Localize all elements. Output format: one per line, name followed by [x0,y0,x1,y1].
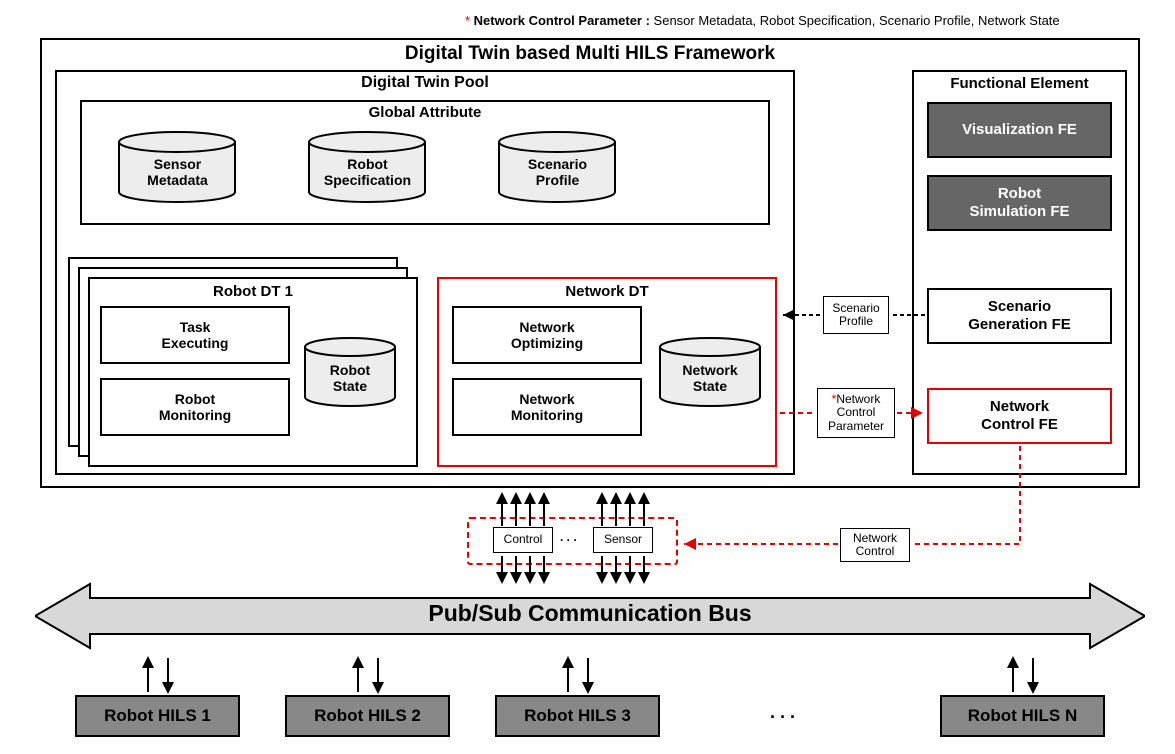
top-note-bold: Network Control Parameter : [474,13,654,28]
fe-title: Functional Element [914,75,1125,92]
netdt-monitoring: Network Monitoring [452,378,642,436]
fe-visualization: Visualization FE [927,102,1112,158]
framework-title: Digital Twin based Multi HILS Framework [42,43,1138,65]
global-title: Global Attribute [82,104,768,121]
fe-scenario-gen: Scenario Generation FE [927,288,1112,344]
pool-title: Digital Twin Pool [57,74,793,92]
robotdt-task: Task Executing [100,306,290,364]
cs-arrows [490,488,660,588]
star-icon: * [465,13,474,28]
network-dt-title: Network DT [439,283,775,300]
cyl-robot-label: Robot Specification [305,156,430,188]
hils-1: Robot HILS 1 [75,695,240,737]
top-note-rest: Sensor Metadata, Robot Specification, Sc… [654,13,1060,28]
hils-3: Robot HILS 3 [495,695,660,737]
hils-2: Robot HILS 2 [285,695,450,737]
scenario-arrow [775,300,935,330]
netcontrol-path [670,440,1030,560]
ellipsis-hils: . . . [770,702,795,723]
robot-state-label: Robot State [300,362,400,394]
robotdt-title: Robot DT 1 [90,283,416,300]
fe-network-control: Network Control FE [927,388,1112,444]
netdt-optimizing: Network Optimizing [452,306,642,364]
hils-n: Robot HILS N [940,695,1105,737]
bus-label: Pub/Sub Communication Bus [35,600,1145,627]
robotdt-monitoring: Robot Monitoring [100,378,290,436]
top-note: * Network Control Parameter : Sensor Met… [465,13,1060,28]
hils-arrows [0,650,1175,698]
ncp-arrow [775,400,935,430]
fe-simulation: Robot Simulation FE [927,175,1112,231]
network-state-label: Network State [655,362,765,394]
cyl-sensor-label: Sensor Metadata [115,156,240,188]
cyl-scenario-label: Scenario Profile [495,156,620,188]
